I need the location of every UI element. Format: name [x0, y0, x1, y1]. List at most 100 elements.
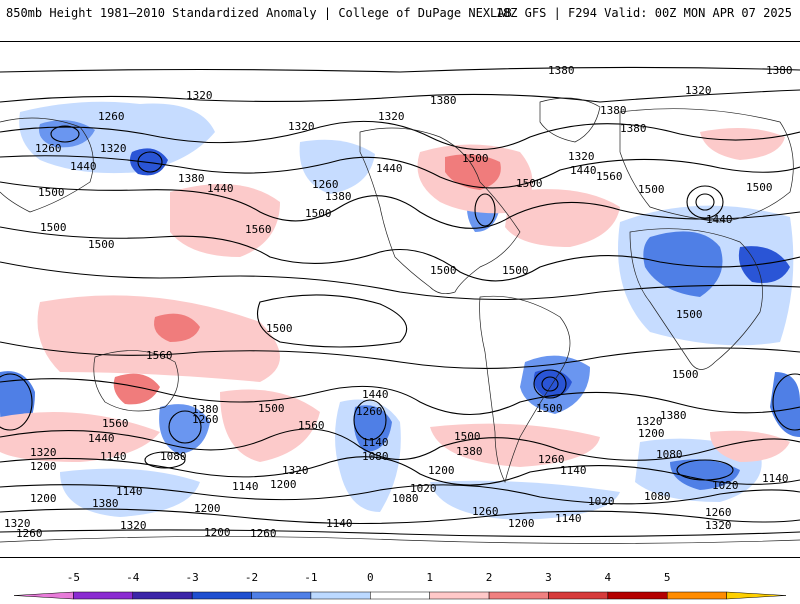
contour-line — [0, 484, 800, 505]
contour-label: 1320 — [282, 464, 309, 477]
contour-low-sio — [168, 410, 202, 444]
colorbar-segment — [191, 591, 252, 600]
anomaly-pos-australia — [113, 373, 160, 405]
anomaly-pos-scand — [700, 128, 785, 160]
colorbar-tick-label: -2 — [244, 571, 259, 584]
colorbar-svg — [13, 591, 787, 600]
colorbar-segment — [726, 591, 787, 600]
contour-line — [0, 66, 800, 73]
contour-low-argentina2 — [541, 376, 559, 392]
anomaly-neg-africa-core2 — [738, 246, 790, 283]
contour-label: 1020 — [410, 482, 437, 495]
contour-label: 1020 — [588, 495, 615, 508]
colorbar-segment — [607, 591, 668, 600]
contour-low-argentina — [533, 369, 567, 399]
contour-low-npac — [50, 125, 80, 143]
colorbar-segment — [429, 591, 490, 600]
colorbar-segment — [548, 591, 609, 600]
anomaly-neg-alaska — [299, 139, 375, 194]
contour-label: 1200 — [204, 526, 231, 539]
contour-line — [0, 181, 800, 229]
contour-label: 1200 — [270, 478, 297, 491]
contour-label: 1500 — [258, 402, 285, 415]
colorbar-segment — [666, 591, 727, 600]
contour-label: 1320 — [636, 415, 663, 428]
colorbar-tick-label: 5 — [663, 571, 671, 584]
anomaly-pos-tropics-w — [37, 295, 280, 382]
contour-label: 1500 — [638, 183, 665, 196]
contour-label: 1380 — [548, 64, 575, 77]
contour-label: 1080 — [392, 492, 419, 505]
contour-label: 1260 — [192, 413, 219, 426]
contour-label: 1440 — [207, 182, 234, 195]
contour-label: 1140 — [100, 450, 127, 463]
contour-label: 1080 — [362, 450, 389, 463]
contour-line — [0, 89, 800, 103]
colorbar-segment — [488, 591, 549, 600]
contour-label: 1080 — [656, 448, 683, 461]
contour-label: 1440 — [570, 164, 597, 177]
contour-low-sao — [676, 459, 734, 481]
contour-label: 1380 — [430, 94, 457, 107]
contour-label: 1380 — [766, 64, 793, 77]
colorbar-tick-label: 0 — [366, 571, 374, 584]
contour-label: 1380 — [178, 172, 205, 185]
coastline-asia-west — [0, 117, 94, 213]
contour-low-ant — [144, 451, 186, 469]
contour-line — [0, 529, 800, 538]
positive-anomaly-shading — [0, 128, 790, 467]
contour-label: 1260 — [472, 505, 499, 518]
contour-label: 1320 — [288, 120, 315, 133]
contour-label: 1320 — [100, 142, 127, 155]
contour-label: 1500 — [38, 186, 65, 199]
anomaly-pos-natl — [505, 189, 620, 247]
colorbar — [0, 560, 800, 600]
contour-label: 1500 — [430, 264, 457, 277]
anomaly-pos-canada-core — [445, 154, 501, 190]
contour-label: 1320 — [30, 446, 57, 459]
colorbar-segment — [310, 591, 371, 600]
contour-label: 1440 — [70, 160, 97, 173]
contour-label: 1440 — [88, 432, 115, 445]
contour-label: 1140 — [762, 472, 789, 485]
contour-line — [256, 294, 408, 348]
contour-label: 1140 — [362, 436, 389, 449]
coastlines — [0, 97, 800, 544]
contour-label: 1320 — [4, 517, 31, 530]
contour-label: 1500 — [305, 207, 332, 220]
contour-label: 1500 — [266, 322, 293, 335]
contour-label: 1260 — [312, 178, 339, 191]
contour-label: 1080 — [160, 450, 187, 463]
map-title: 850mb Height 1981–2010 Standardized Anom… — [6, 6, 512, 20]
contour-label: 1320 — [705, 519, 732, 532]
contour-line — [0, 120, 800, 150]
map-svg: 1320 1380 1380 1320 1320 1380 1380 1380 … — [0, 64, 800, 544]
anomaly-neg-antarctic2 — [430, 480, 620, 520]
contour-label: 1380 — [620, 122, 647, 135]
contour-line — [0, 378, 800, 415]
colorbar-tick-label: -5 — [66, 571, 80, 584]
contour-label: 1200 — [30, 492, 57, 505]
contour-label: 1140 — [326, 517, 353, 530]
colorbar-segment — [251, 591, 312, 600]
contour-label: 1380 — [456, 445, 483, 458]
contour-label: 1140 — [555, 512, 582, 525]
anomaly-neg-east-edge — [770, 372, 800, 437]
coastline-australia — [93, 350, 179, 412]
anomaly-pos-satl — [430, 423, 600, 467]
anomaly-pos-npac-band — [170, 184, 280, 257]
contour-label: 1200 — [638, 427, 665, 440]
anomaly-pos-sio-band — [0, 412, 160, 462]
anomaly-neg-antarctic — [60, 468, 200, 517]
contour-low-greatlakes — [474, 193, 496, 227]
contour-label: 1020 — [712, 479, 739, 492]
contour-label: 1140 — [560, 464, 587, 477]
colorbar-tick-label: 2 — [485, 571, 493, 584]
colorbar-tick-label: -1 — [304, 571, 318, 584]
contour-label: 1560 — [298, 419, 325, 432]
anomaly-neg-africa-core — [643, 231, 723, 297]
contour-label: 1260 — [538, 453, 565, 466]
contour-label: 1440 — [362, 388, 389, 401]
contour-label: 1260 — [705, 506, 732, 519]
contour-low-east — [772, 373, 800, 431]
